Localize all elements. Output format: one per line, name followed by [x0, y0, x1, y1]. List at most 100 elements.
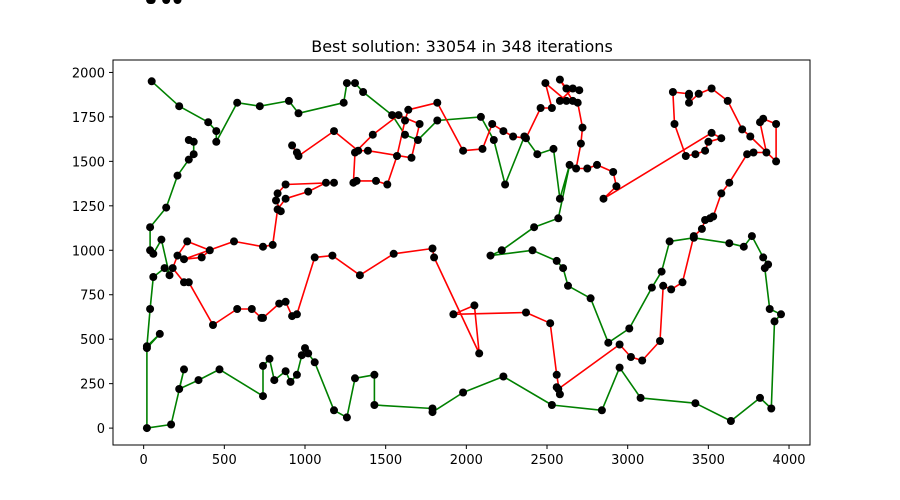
city-point	[743, 150, 752, 159]
city-point	[689, 232, 698, 241]
y-tick-label: 2000	[72, 66, 105, 81]
city-point	[549, 144, 558, 153]
city-point	[281, 367, 290, 376]
city-point	[389, 249, 398, 258]
city-point	[273, 205, 282, 214]
city-point	[183, 237, 192, 246]
city-point	[667, 285, 676, 294]
city-point	[162, 203, 171, 212]
city-point	[292, 370, 301, 379]
city-point	[747, 232, 756, 241]
city-point	[165, 271, 174, 280]
city-point	[568, 96, 577, 105]
city-point	[205, 246, 214, 255]
city-point	[470, 301, 479, 310]
city-point	[759, 253, 768, 262]
city-point	[281, 194, 290, 203]
city-point	[760, 264, 769, 273]
city-point	[368, 130, 377, 139]
city-point	[717, 189, 726, 198]
city-point	[330, 127, 338, 136]
city-point	[157, 235, 166, 244]
city-point	[749, 148, 758, 157]
city-point	[568, 84, 577, 93]
city-point	[626, 353, 635, 361]
city-point	[555, 96, 564, 105]
city-point	[738, 125, 747, 134]
city-point	[310, 358, 319, 367]
city-point	[746, 132, 755, 141]
city-point	[739, 242, 748, 251]
city-point	[275, 299, 284, 308]
city-point	[189, 150, 198, 159]
city-point	[709, 212, 718, 221]
city-point	[233, 305, 242, 313]
city-point	[292, 310, 301, 319]
city-point	[284, 96, 293, 105]
city-point	[691, 399, 700, 408]
x-tick-label: 1000	[288, 453, 321, 468]
city-point	[184, 136, 193, 144]
city-point	[546, 319, 555, 328]
city-point	[393, 152, 401, 160]
city-point	[286, 377, 295, 386]
city-point	[184, 155, 193, 164]
city-point	[372, 176, 380, 185]
series-line-green	[146, 80, 782, 429]
city-point	[149, 273, 158, 281]
city-point	[449, 310, 458, 319]
city-point	[288, 141, 297, 150]
city-point	[536, 104, 545, 112]
city-point	[281, 297, 290, 306]
city-point	[522, 308, 530, 317]
city-point	[351, 79, 359, 88]
x-tick-label: 2000	[450, 453, 483, 468]
city-point	[292, 148, 301, 157]
city-point	[301, 344, 309, 353]
y-tick-label: 500	[80, 333, 105, 348]
city-point	[772, 157, 781, 166]
city-point	[167, 420, 176, 429]
city-point	[552, 370, 561, 379]
city-point	[552, 256, 561, 265]
city-point	[428, 244, 437, 253]
city-point	[265, 354, 274, 363]
y-tick-label: 1000	[72, 244, 105, 259]
city-point	[559, 264, 568, 273]
city-point	[173, 251, 182, 260]
city-point	[146, 305, 155, 313]
city-point	[723, 96, 732, 105]
city-point	[180, 255, 188, 264]
city-point	[146, 246, 155, 255]
city-point	[354, 146, 363, 155]
city-point	[509, 132, 518, 141]
city-point	[530, 223, 539, 232]
city-point	[330, 178, 338, 187]
city-point	[604, 338, 613, 347]
y-tick-label: 0	[97, 422, 105, 437]
city-point	[609, 168, 618, 176]
city-point	[541, 79, 550, 88]
x-tick-label: 1500	[369, 453, 402, 468]
city-point	[142, 424, 151, 433]
city-point	[528, 246, 537, 255]
x-tick-label: 3000	[611, 453, 644, 468]
chart-title: Best solution: 33054 in 348 iterations	[311, 37, 613, 56]
city-point	[612, 182, 621, 191]
city-point	[501, 180, 510, 189]
y-tick-label: 1250	[72, 200, 105, 215]
city-point	[701, 146, 710, 155]
city-point	[394, 111, 403, 120]
city-point	[359, 88, 368, 96]
city-point	[615, 340, 624, 349]
city-point	[685, 89, 693, 98]
y-tick-label: 750	[80, 289, 105, 304]
city-point	[339, 98, 348, 107]
city-point	[259, 361, 267, 370]
city-point	[142, 342, 151, 351]
x-tick-label: 500	[212, 453, 237, 468]
city-point	[599, 194, 608, 203]
city-point	[215, 365, 224, 374]
city-point	[204, 118, 213, 127]
city-point	[726, 417, 735, 425]
